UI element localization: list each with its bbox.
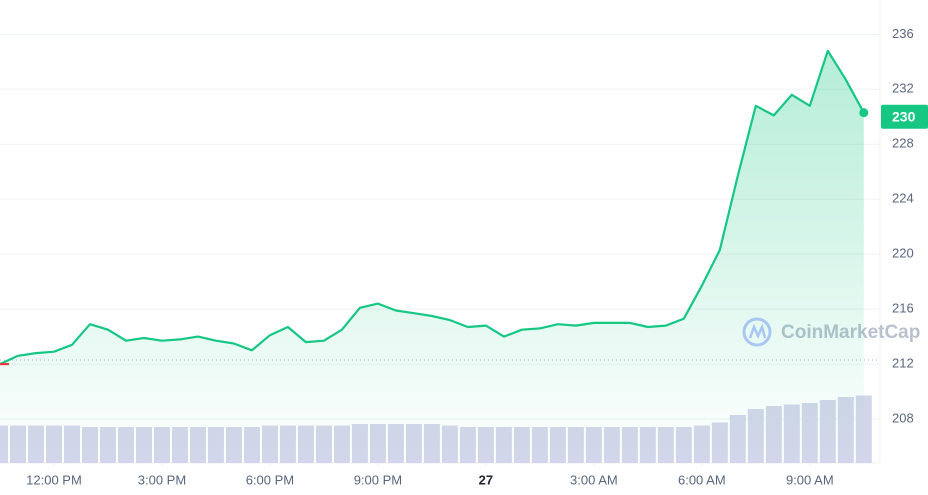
y-tick-label: 216 [892,301,914,316]
price-badge [881,104,928,129]
y-tick-label: 208 [892,410,914,425]
x-tick-label: 6:00 AM [678,472,726,487]
x-tick-label: 3:00 PM [138,472,186,487]
x-tick-label: 27 [479,472,493,487]
y-tick-label: 224 [892,191,914,206]
x-tick-label: 12:00 PM [26,472,82,487]
x-tick-label: 9:00 AM [786,472,834,487]
y-tick-label: 236 [892,26,914,41]
price-badge-label: 230 [892,108,916,124]
last-point [859,108,869,118]
x-tick-label: 6:00 PM [246,472,294,487]
y-tick-label: 220 [892,246,914,261]
price-line [0,49,865,366]
y-tick-label: 212 [892,356,914,371]
y-tick-label: 228 [892,136,914,151]
x-tick-label: 9:00 PM [354,472,402,487]
y-tick-label: 232 [892,81,914,96]
price-area [0,50,864,464]
x-tick-label: 3:00 AM [570,472,618,487]
